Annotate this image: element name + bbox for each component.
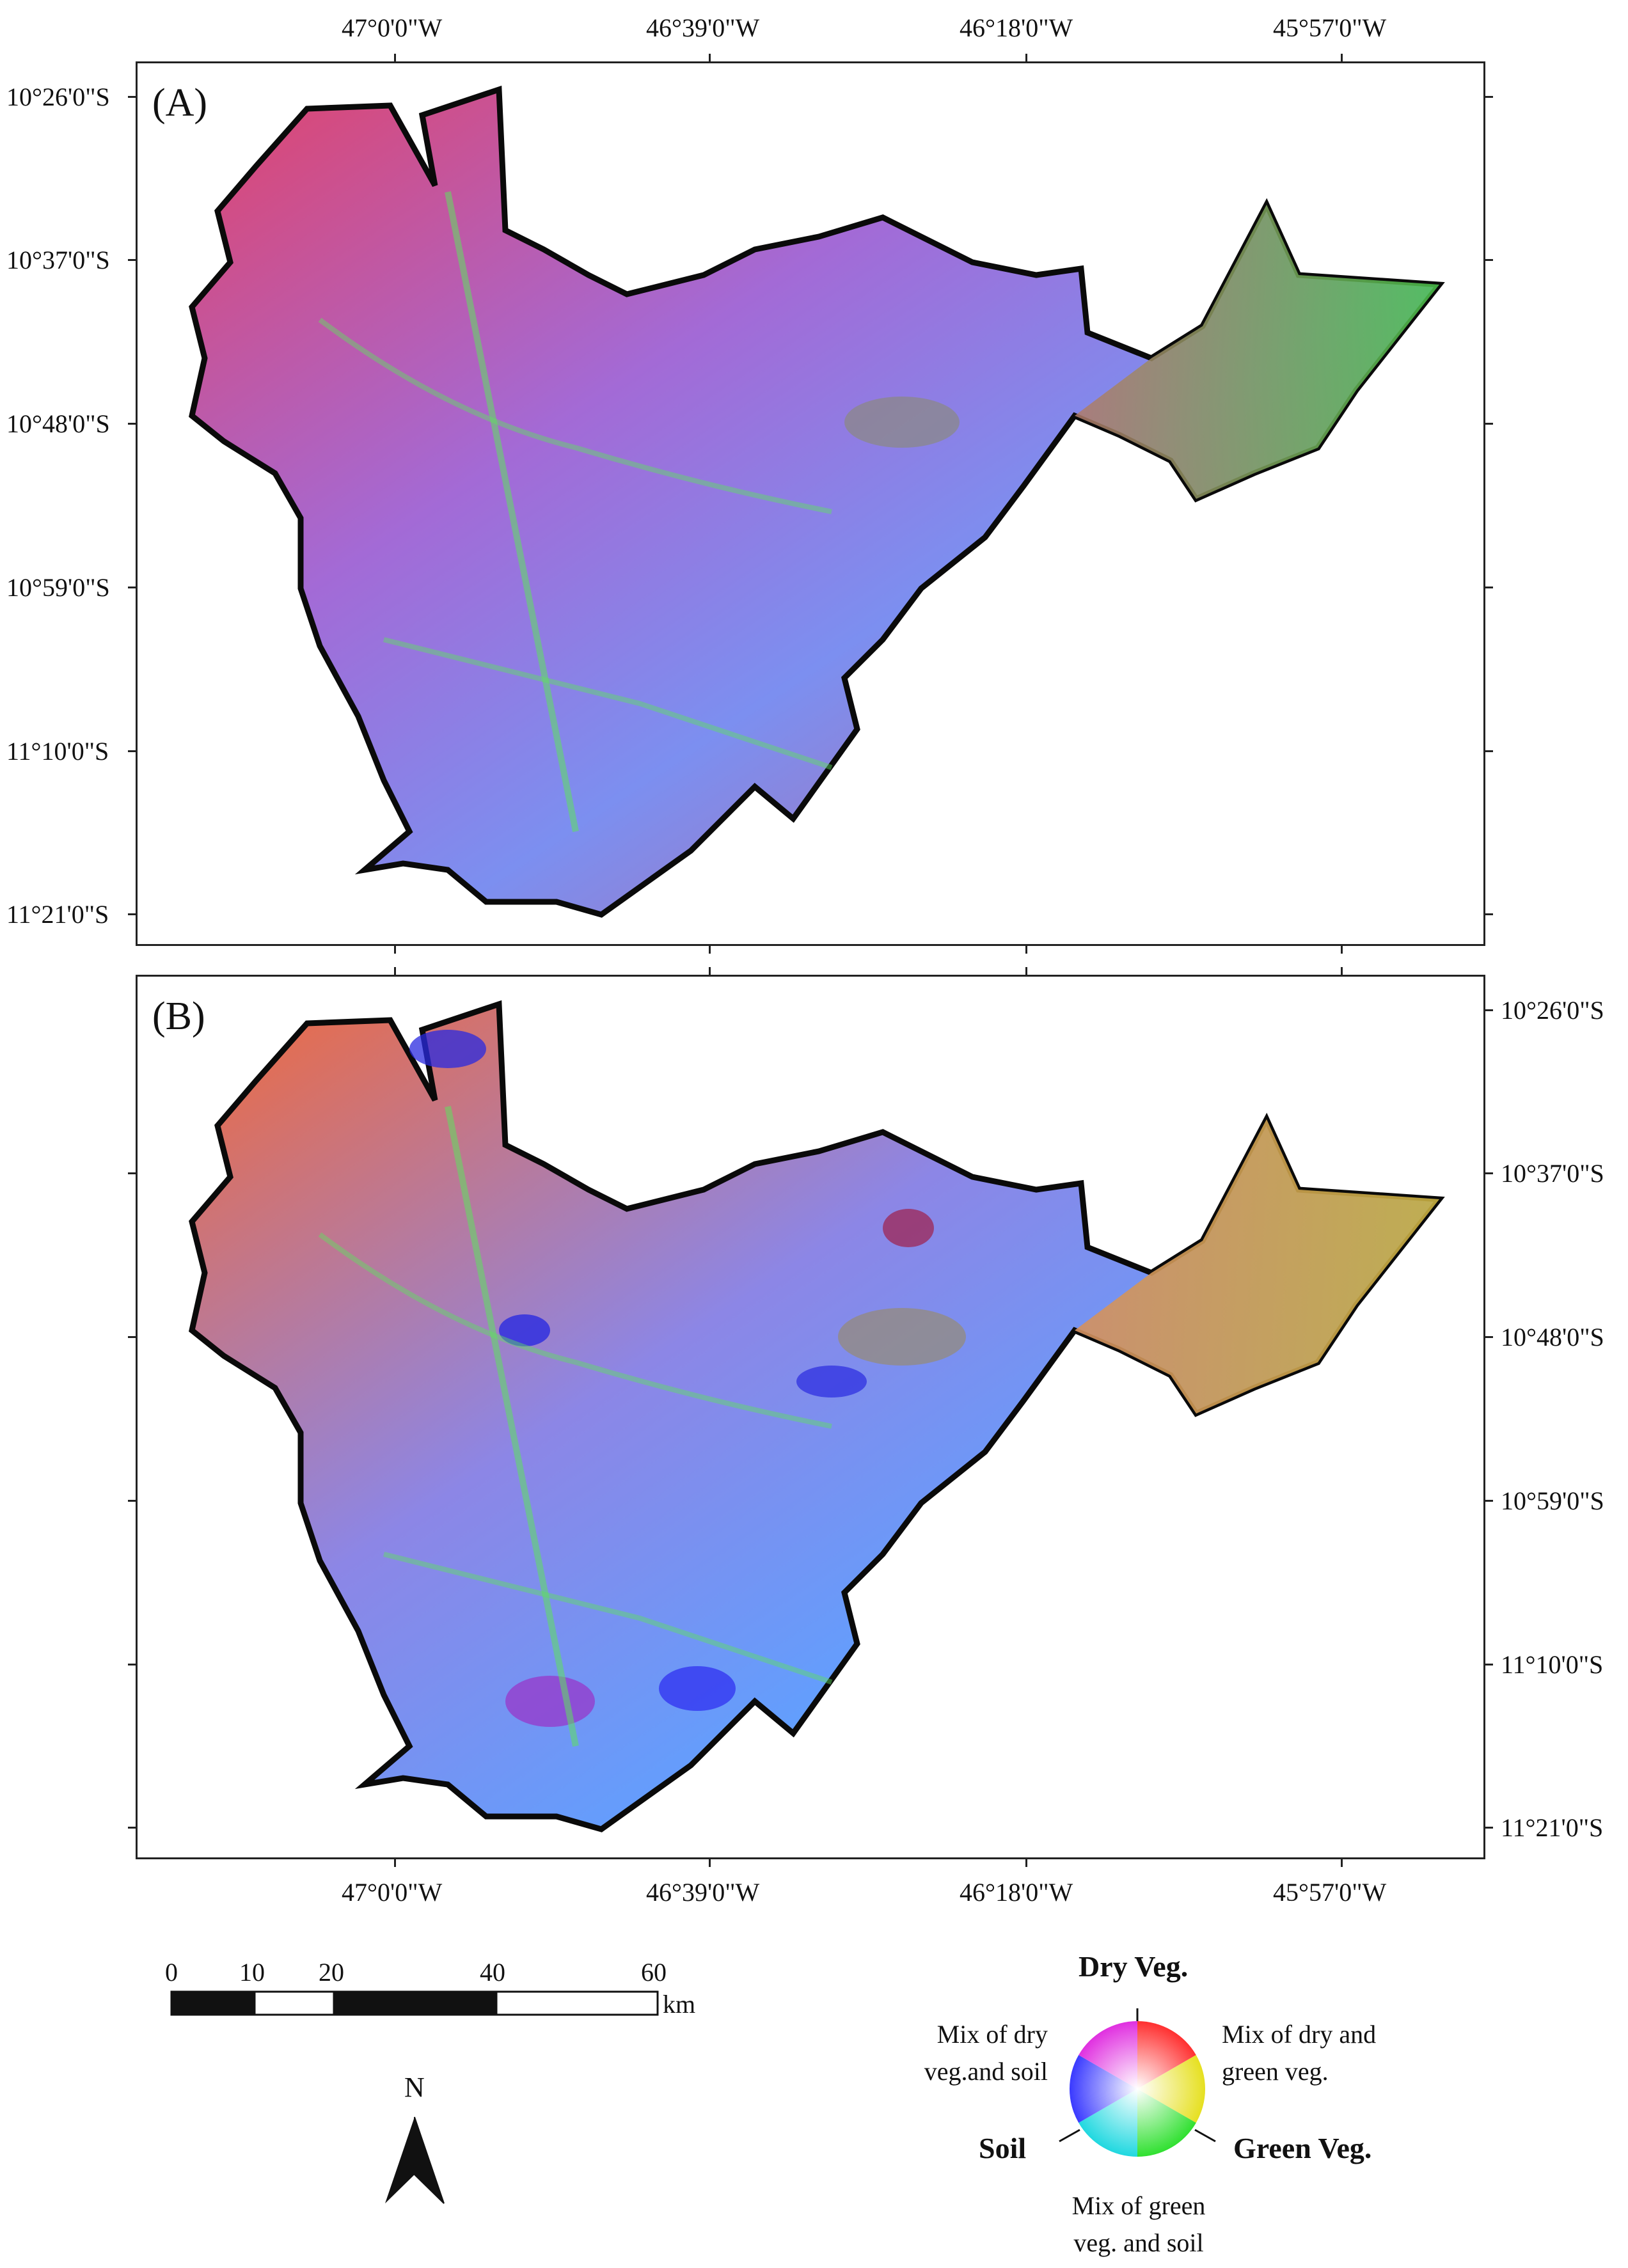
- tick-lat-b-l2: [128, 1172, 136, 1174]
- lat-label-right-1: 10°26'0"S: [1501, 996, 1604, 1025]
- lon-label-bottom-3: 46°18'0"W: [960, 1878, 1073, 1907]
- tick-lat-a-r5: [1485, 750, 1493, 752]
- legend-mix-green-soil: Mix of green veg. and soil: [1036, 2187, 1241, 2262]
- legend-mix-green-soil-line2: veg. and soil: [1073, 2228, 1204, 2257]
- tick-lat-b-l6: [128, 1827, 136, 1829]
- lon-label-top-4: 45°57'0"W: [1273, 13, 1387, 42]
- tick-lon-a-b3: [1025, 946, 1027, 954]
- tick-lon-a-b2: [709, 946, 711, 954]
- tick-lon-a-b4: [1341, 946, 1343, 954]
- tick-lat-a-2: [128, 259, 136, 261]
- tick-lat-b-2: [1485, 1172, 1493, 1174]
- tick-lat-a-1: [128, 96, 136, 98]
- tick-lat-a-4: [128, 587, 136, 588]
- tick-lat-a-r2: [1485, 259, 1493, 261]
- tick-lon-b-1: [394, 1859, 396, 1867]
- tick-lat-b-1: [1485, 1009, 1493, 1011]
- lat-label-right-3: 10°48'0"S: [1501, 1323, 1604, 1351]
- legend-mix-dry-soil-line1: Mix of dry: [936, 2020, 1048, 2049]
- tick-lon-a-1: [394, 54, 396, 61]
- tick-lat-b-4: [1485, 1500, 1493, 1502]
- lon-label-top-1: 47°0'0"W: [342, 13, 443, 42]
- tick-lon-b-t4: [1341, 967, 1343, 975]
- scale-bar-graphic: [170, 1990, 659, 2016]
- tick-lon-a-4: [1341, 54, 1343, 61]
- tick-lat-a-r4: [1485, 587, 1493, 588]
- lat-label-left-1: 10°26'0"S: [6, 83, 110, 111]
- lon-label-bottom-4: 45°57'0"W: [1273, 1878, 1387, 1907]
- tick-lat-b-l3: [128, 1336, 136, 1338]
- tick-lon-b-t3: [1025, 967, 1027, 975]
- north-label: N: [404, 2072, 425, 2103]
- tick-lon-b-4: [1341, 1859, 1343, 1867]
- legend-mix-dry-soil-line2: veg.and soil: [924, 2057, 1048, 2086]
- lat-label-right-6: 11°21'0"S: [1501, 1813, 1604, 1842]
- tick-lat-a-6: [128, 913, 136, 915]
- scale-label-10: 10: [239, 1958, 265, 1987]
- legend-mix-dry-green-line2: green veg.: [1222, 2057, 1329, 2086]
- tick-lon-a-2: [709, 54, 711, 61]
- legend-mix-dry-soil: Mix of dry veg.and soil: [901, 2016, 1048, 2090]
- lat-label-left-4: 10°59'0"S: [6, 573, 110, 602]
- tick-lat-b-3: [1485, 1336, 1493, 1338]
- lat-label-right-4: 10°59'0"S: [1501, 1486, 1604, 1515]
- lat-label-right-5: 11°10'0"S: [1501, 1650, 1604, 1679]
- lat-label-left-2: 10°37'0"S: [6, 246, 110, 274]
- tick-lon-b-t1: [394, 967, 396, 975]
- lon-label-top-3: 46°18'0"W: [960, 13, 1073, 42]
- tick-lon-b-2: [709, 1859, 711, 1867]
- lat-label-left-5: 11°10'0"S: [6, 737, 109, 766]
- scale-label-0: 0: [165, 1958, 178, 1987]
- scale-label-40: 40: [480, 1958, 505, 1987]
- lon-label-bottom-1: 47°0'0"W: [342, 1878, 443, 1907]
- lon-label-top-2: 46°39'0"W: [646, 13, 760, 42]
- tick-lon-a-b1: [394, 946, 396, 954]
- tick-lat-a-5: [128, 750, 136, 752]
- tick-lat-b-5: [1485, 1664, 1493, 1666]
- tick-lat-a-3: [128, 423, 136, 425]
- tick-lat-b-l4: [128, 1500, 136, 1502]
- legend-color-wheel: [1059, 2008, 1216, 2157]
- legend-dry-veg: Dry Veg.: [1079, 1950, 1189, 1983]
- tick-lon-b-3: [1025, 1859, 1027, 1867]
- scale-label-60: 60: [641, 1958, 667, 1987]
- tick-lon-b-t2: [709, 967, 711, 975]
- basin-map-a: [188, 85, 1445, 918]
- lon-label-bottom-2: 46°39'0"W: [646, 1878, 760, 1907]
- legend-mix-green-soil-line1: Mix of green: [1071, 2191, 1206, 2220]
- tick-lat-a-r3: [1485, 423, 1493, 425]
- legend-green-veg: Green Veg.: [1233, 2132, 1372, 2164]
- panel-label-a: (A): [152, 81, 208, 125]
- lat-label-left-3: 10°48'0"S: [6, 409, 110, 438]
- lat-label-left-6: 11°21'0"S: [6, 900, 109, 929]
- north-arrow-icon: [385, 2116, 445, 2204]
- legend-mix-dry-green-line1: Mix of dry and: [1222, 2020, 1377, 2049]
- legend-soil: Soil: [979, 2132, 1027, 2164]
- tick-lat-a-r1: [1485, 96, 1493, 98]
- legend-mix-dry-green: Mix of dry and green veg.: [1222, 2016, 1376, 2090]
- tick-lat-b-l5: [128, 1664, 136, 1666]
- basin-map-b: [188, 1000, 1445, 1832]
- scale-label-20: 20: [319, 1958, 344, 1987]
- lat-label-right-2: 10°37'0"S: [1501, 1159, 1604, 1188]
- tick-lat-a-r6: [1485, 913, 1493, 915]
- tick-lat-b-6: [1485, 1827, 1493, 1829]
- panel-label-b: (B): [152, 995, 205, 1038]
- tick-lon-a-3: [1025, 54, 1027, 61]
- scale-unit: km: [663, 1990, 696, 2019]
